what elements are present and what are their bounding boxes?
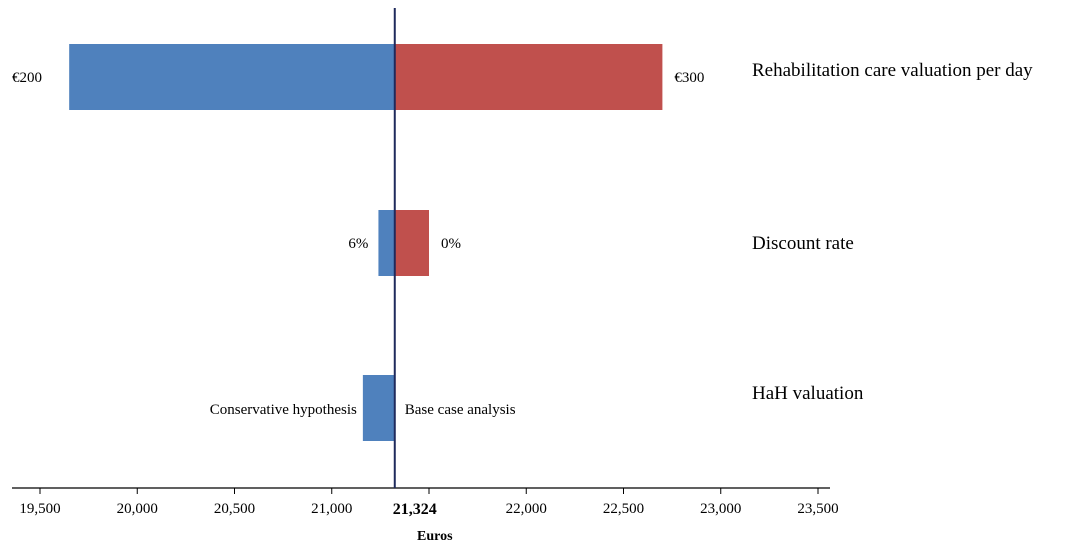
row-label: HaH valuation <box>752 383 864 404</box>
high-value-label: Base case analysis <box>405 402 516 418</box>
high-value-label: 0% <box>441 236 461 252</box>
x-tick-label: 22,500 <box>603 501 644 517</box>
high-value-label: €300 <box>674 70 704 86</box>
x-tick-label: 20,500 <box>214 501 255 517</box>
low-bar <box>362 375 395 441</box>
low-bar <box>378 210 395 276</box>
row-label: Rehabilitation care valuation per day <box>752 60 1033 81</box>
x-tick-label: 23,500 <box>797 501 838 517</box>
x-tick-label: 20,000 <box>117 501 158 517</box>
x-axis-title: Euros <box>417 529 453 544</box>
base-value-label: 21,324 <box>393 501 437 518</box>
high-bar <box>394 210 429 276</box>
high-bar <box>394 44 663 110</box>
low-value-label: €200 <box>12 70 42 86</box>
x-tick-label: 23,000 <box>700 501 741 517</box>
x-tick-label: 19,500 <box>19 501 60 517</box>
low-bar <box>69 44 395 110</box>
bars-layer <box>69 44 663 441</box>
low-value-label: Conservative hypothesis <box>210 402 357 418</box>
labels-layer: €200 €300 Rehabilitation care valuation pe… <box>12 60 1033 418</box>
x-tick-label: 21,000 <box>311 501 352 517</box>
x-tick-label: 22,000 <box>506 501 547 517</box>
x-axis: 19,500 20,000 20,500 21,000 22,000 22,500 23,0… <box>12 8 839 518</box>
low-value-label: 6% <box>348 236 368 252</box>
row-label: Discount rate <box>752 233 854 254</box>
